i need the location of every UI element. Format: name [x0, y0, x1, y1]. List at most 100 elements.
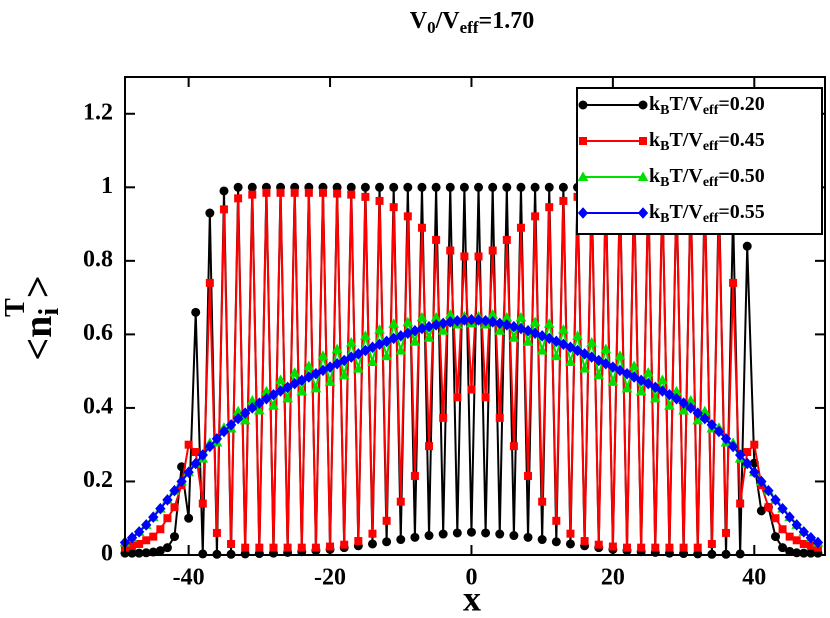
marker [495, 413, 504, 422]
marker [494, 317, 505, 330]
marker [778, 543, 788, 553]
marker [459, 314, 470, 326]
marker [792, 536, 801, 545]
marker [515, 311, 527, 322]
marker [621, 382, 633, 393]
marker [736, 499, 745, 508]
marker [628, 371, 640, 383]
marker [326, 542, 335, 551]
marker [720, 433, 732, 445]
marker [219, 186, 229, 196]
marker [735, 549, 745, 559]
marker [283, 543, 292, 552]
marker [324, 376, 336, 386]
marker [432, 235, 441, 244]
legend-box [576, 87, 823, 235]
marker [403, 212, 412, 221]
marker [664, 400, 675, 410]
marker [331, 358, 343, 370]
marker [162, 494, 173, 506]
marker [579, 137, 587, 145]
marker [253, 404, 265, 415]
marker [742, 241, 752, 251]
marker [317, 350, 329, 360]
legend-label-part: eff [703, 175, 719, 190]
marker [197, 449, 208, 461]
marker [262, 188, 271, 197]
marker [565, 539, 575, 549]
y-tick-label: 0 [101, 541, 113, 567]
marker [805, 531, 817, 544]
marker [508, 332, 520, 342]
marker [176, 475, 187, 488]
marker [396, 497, 405, 506]
plot-frame [124, 76, 826, 556]
marker [438, 529, 448, 539]
marker [255, 543, 264, 552]
marker [333, 189, 342, 198]
marker [657, 385, 668, 397]
marker [665, 543, 674, 552]
marker [558, 182, 568, 192]
legend-label-part: =0.45 [718, 129, 764, 151]
marker [678, 397, 689, 409]
marker [551, 537, 561, 547]
legend-label-part: =0.50 [718, 165, 764, 187]
marker [552, 516, 561, 525]
marker [396, 535, 406, 545]
marker [791, 519, 802, 531]
marker [276, 188, 285, 197]
marker [692, 414, 704, 425]
marker [233, 182, 243, 192]
marker [416, 311, 428, 322]
marker [354, 537, 363, 546]
marker [537, 535, 547, 545]
y-axis-label: <niT> [0, 275, 65, 360]
marker [487, 316, 498, 328]
marker [423, 332, 435, 342]
marker [247, 402, 258, 414]
x-tick-label: -20 [314, 565, 346, 591]
marker [303, 360, 315, 371]
marker [311, 543, 320, 552]
marker [771, 514, 780, 523]
marker [664, 388, 675, 401]
marker [637, 207, 649, 219]
marker [474, 252, 483, 261]
marker [184, 513, 194, 523]
marker [699, 412, 710, 425]
x-tick-label: -40 [173, 565, 205, 591]
marker [296, 374, 307, 387]
marker [771, 532, 781, 542]
marker [693, 543, 702, 552]
marker [218, 425, 230, 438]
legend-label-part: T/V [669, 201, 703, 223]
marker [452, 528, 462, 538]
marker [133, 526, 145, 538]
marker [467, 385, 476, 394]
marker [494, 325, 506, 335]
marker [812, 536, 824, 549]
marker [607, 376, 619, 386]
marker [706, 419, 718, 431]
marker [338, 369, 350, 380]
marker [163, 514, 172, 523]
marker [310, 382, 322, 393]
y-tick-label: 1 [101, 173, 113, 199]
marker [149, 532, 158, 541]
marker [410, 471, 419, 480]
marker [374, 338, 385, 351]
marker [558, 324, 569, 334]
marker [777, 502, 788, 515]
marker [572, 344, 583, 357]
marker [126, 531, 138, 544]
marker [643, 377, 654, 390]
marker [225, 419, 237, 431]
legend-label-part: B [660, 139, 669, 154]
marker [360, 182, 370, 192]
marker [155, 502, 166, 515]
marker [212, 528, 221, 537]
marker [459, 182, 469, 192]
marker [614, 350, 626, 360]
